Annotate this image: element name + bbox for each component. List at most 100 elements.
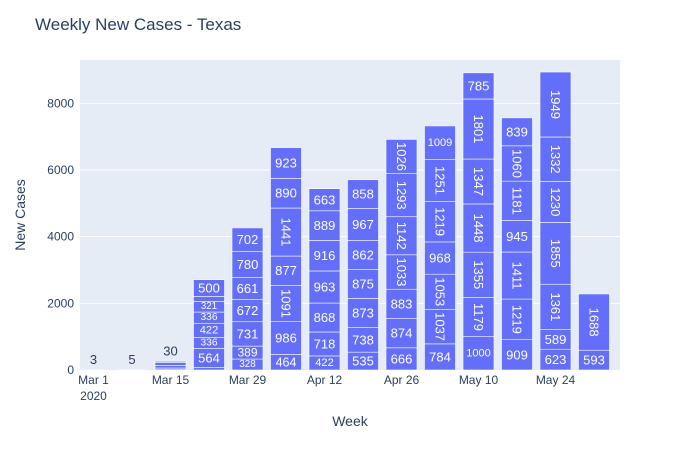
bar-segment bbox=[501, 339, 533, 371]
bar-segment-label: 663 bbox=[314, 192, 336, 207]
x-tick-year-label: 2020 bbox=[80, 389, 107, 403]
bar-segment-label: 1181 bbox=[510, 187, 525, 215]
bar-segment-label: 986 bbox=[275, 331, 297, 346]
bar-segment-label: 873 bbox=[352, 306, 374, 321]
bar-segment-label: 464 bbox=[276, 355, 297, 369]
bar-segment-label: 1347 bbox=[471, 167, 486, 196]
x-axis-ticks: Mar 1 2020 Mar 15 Mar 29 Apr 12 Apr 26 May 10 M… bbox=[78, 373, 575, 403]
bar-segment bbox=[424, 241, 456, 275]
bar-segment-label: 1251 bbox=[433, 166, 448, 195]
bar-segment bbox=[539, 181, 572, 223]
bar-segment bbox=[501, 145, 533, 182]
bar-segment bbox=[270, 207, 302, 257]
bar-segment-label: 1411 bbox=[510, 262, 525, 290]
bar-segment-label: 336 bbox=[201, 337, 218, 348]
bar-segment bbox=[578, 293, 610, 351]
bar-stacks bbox=[77, 71, 610, 371]
bar-segment-label: 1026 bbox=[394, 142, 409, 171]
bar-segment-label: 1293 bbox=[394, 181, 409, 210]
bar-segment bbox=[501, 298, 533, 341]
bar-segment-label: 336 bbox=[201, 312, 218, 323]
bar-segment-label: 593 bbox=[583, 353, 605, 368]
bar-segment-label: 785 bbox=[468, 78, 490, 93]
bar-segment-label: 328 bbox=[239, 359, 256, 370]
bar-segment bbox=[424, 201, 456, 243]
bar-segment-label: 422 bbox=[200, 324, 219, 336]
bar-segment-label: 5 bbox=[128, 352, 135, 367]
bar-segment-label: 500 bbox=[198, 281, 220, 296]
bar-segment-label: 422 bbox=[315, 357, 334, 369]
bar-segment bbox=[270, 255, 302, 286]
bar-segment bbox=[347, 327, 379, 353]
bar-segment-label: 672 bbox=[237, 303, 259, 318]
bar-segment-label: 945 bbox=[506, 229, 528, 244]
x-tick-label: Apr 26 bbox=[384, 373, 420, 387]
bar-segment bbox=[462, 251, 495, 298]
bar-segment bbox=[385, 216, 418, 256]
bar-segment-label: 889 bbox=[314, 218, 336, 233]
bar-segment bbox=[308, 210, 341, 241]
bar-segment bbox=[270, 147, 302, 179]
x-tick-label: Mar 1 bbox=[78, 373, 109, 387]
y-tick-label: 4000 bbox=[47, 230, 74, 244]
bar-segment-label: 839 bbox=[506, 124, 528, 139]
bar-segment bbox=[308, 188, 341, 212]
bar-segment-label: 3 bbox=[90, 352, 97, 367]
bar-segment-label: 858 bbox=[352, 187, 374, 202]
bar-segment bbox=[385, 288, 418, 319]
bar-segment bbox=[385, 139, 418, 174]
bar-segment-label: 784 bbox=[429, 349, 451, 364]
x-tick-label: May 10 bbox=[459, 373, 499, 387]
bar-segment-label: 623 bbox=[545, 352, 567, 367]
bar-segment-label: 862 bbox=[352, 247, 374, 262]
y-tick-label: 8000 bbox=[47, 96, 74, 110]
x-tick-label: Mar 29 bbox=[229, 373, 267, 387]
bar-segment-label: 666 bbox=[391, 351, 413, 366]
y-axis-title: New Cases bbox=[12, 179, 28, 251]
bar-segment bbox=[462, 72, 495, 100]
bar-segment bbox=[193, 279, 225, 297]
bar-segment-label: 738 bbox=[352, 332, 374, 347]
bar-segment-label: 1142 bbox=[394, 222, 409, 250]
bar-segment-label: 890 bbox=[275, 186, 297, 201]
bar-segment-label: 1219 bbox=[433, 207, 448, 236]
x-tick-label: Apr 12 bbox=[307, 373, 343, 387]
bar-segment-label: 1179 bbox=[471, 303, 486, 331]
bar-segment-label: 916 bbox=[314, 248, 336, 263]
bar-segment-label: 1219 bbox=[510, 305, 525, 334]
bar-segment bbox=[231, 227, 264, 252]
bar-segment bbox=[501, 180, 533, 221]
x-tick-label: Mar 15 bbox=[152, 373, 190, 387]
bar-segment bbox=[539, 71, 572, 138]
segment-labels: 3 530 564336422336321500328389731672661780… bbox=[90, 78, 605, 370]
bar-segment-label: 589 bbox=[545, 332, 567, 347]
bar-segment-label: 1949 bbox=[548, 90, 563, 119]
bar-segment-label: 1801 bbox=[471, 115, 486, 144]
bar-segment-label: 731 bbox=[237, 326, 259, 341]
bar-segment-label: 963 bbox=[314, 280, 336, 295]
bar-segment-label: 877 bbox=[275, 263, 297, 278]
bar-segment-label: 874 bbox=[391, 326, 413, 341]
bar-segment-label: 564 bbox=[198, 350, 220, 365]
bar-segment-label: 1361 bbox=[548, 292, 563, 321]
bar-segment-label: 868 bbox=[314, 310, 336, 325]
bar-segment-label: 321 bbox=[201, 301, 217, 312]
y-axis-ticks: 0 2000 4000 6000 8000 bbox=[47, 96, 74, 377]
chart-title: Weekly New Cases - Texas bbox=[35, 15, 241, 34]
bar-segment bbox=[501, 220, 533, 253]
y-tick-label: 6000 bbox=[47, 163, 74, 177]
bar-segment-label: 1091 bbox=[279, 289, 294, 318]
bar-segment bbox=[270, 284, 302, 322]
bar-segment bbox=[539, 222, 572, 285]
bar-segment-label: 718 bbox=[314, 336, 336, 351]
bar-segment bbox=[424, 159, 456, 202]
bar-segment bbox=[462, 297, 495, 337]
bar-segment bbox=[154, 362, 187, 366]
bar-segment-label: 535 bbox=[352, 354, 374, 369]
bar-segment-label: 909 bbox=[506, 347, 528, 362]
bar-segment-label: 661 bbox=[237, 281, 259, 296]
bar-segment-label: 1000 bbox=[466, 347, 490, 359]
y-tick-label: 0 bbox=[67, 363, 74, 377]
bar-segment-label: 1355 bbox=[471, 260, 486, 289]
